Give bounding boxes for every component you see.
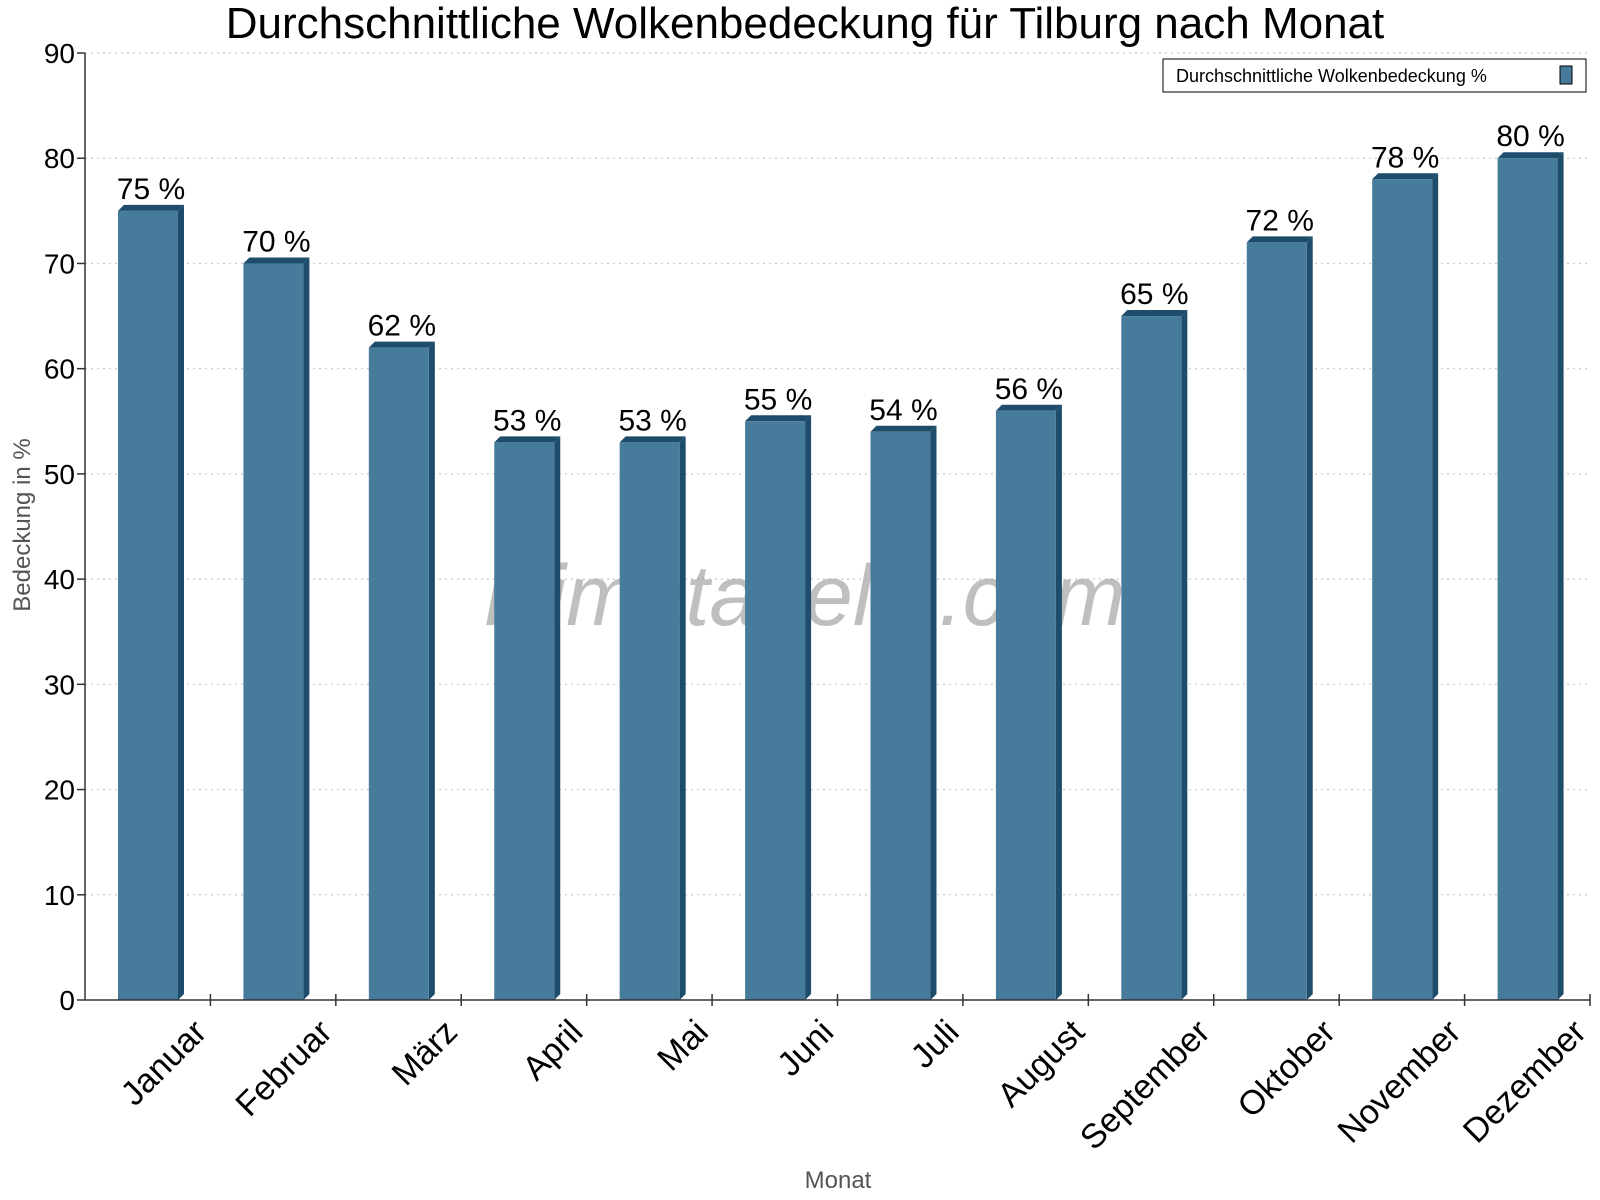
bar-front bbox=[870, 431, 931, 1000]
axes bbox=[77, 52, 1591, 1006]
x-tick-label: April bbox=[515, 1013, 590, 1088]
x-tick-label: Dezember bbox=[1456, 1013, 1594, 1151]
bar-front bbox=[494, 442, 555, 1000]
x-tick-label: Januar bbox=[114, 1013, 214, 1113]
bar bbox=[619, 436, 686, 1000]
y-axis-label: Bedeckung in % bbox=[9, 438, 36, 611]
bar-top bbox=[368, 341, 435, 348]
bar-side bbox=[805, 415, 812, 1000]
bar bbox=[494, 436, 561, 1000]
bar-top bbox=[494, 436, 561, 443]
bar-front bbox=[1121, 316, 1182, 1000]
legend-box bbox=[1162, 58, 1587, 93]
bar-side bbox=[1181, 310, 1188, 1000]
x-tick-label: August bbox=[990, 1012, 1092, 1114]
bars bbox=[118, 152, 1564, 1001]
y-tick-label: 10 bbox=[44, 880, 75, 911]
bar-top bbox=[243, 257, 310, 264]
bar-value-label: 54 % bbox=[869, 394, 937, 427]
bar-top bbox=[1372, 173, 1439, 180]
bar bbox=[1246, 236, 1313, 1000]
bar bbox=[870, 425, 937, 1000]
bar bbox=[368, 341, 435, 1001]
bar-side bbox=[679, 436, 686, 1000]
bar-top bbox=[1121, 310, 1188, 317]
bar-value-label: 75 % bbox=[117, 173, 185, 206]
bar-top bbox=[619, 436, 686, 443]
bar-side bbox=[1055, 404, 1062, 1000]
bar-top bbox=[995, 404, 1062, 411]
x-tick-label: Oktober bbox=[1230, 1013, 1342, 1125]
y-tick-label: 30 bbox=[44, 669, 75, 700]
y-tick-label: 20 bbox=[44, 775, 75, 806]
bar-top bbox=[1497, 152, 1564, 159]
bar-value-label: 55 % bbox=[744, 383, 812, 416]
x-tick-label: Mai bbox=[650, 1013, 716, 1079]
bar-front bbox=[1246, 242, 1307, 1000]
bar-value-label: 53 % bbox=[618, 404, 686, 437]
bar-side bbox=[930, 425, 937, 1000]
bar-top bbox=[1246, 236, 1313, 243]
x-axis-label: Monat bbox=[805, 1167, 872, 1194]
legend-label: Durchschnittliche Wolkenbedeckung % bbox=[1176, 66, 1487, 86]
bar-side bbox=[554, 436, 561, 1000]
x-tick-label: Juli bbox=[904, 1013, 967, 1076]
bar-value-labels: 75 % 70 % 62 % 53 % 53 % 55 % 54 % 56 % 65 % 72 %… bbox=[117, 120, 1565, 437]
y-tick-label: 40 bbox=[44, 564, 75, 595]
bar-top bbox=[118, 204, 184, 211]
bar-side bbox=[1557, 152, 1564, 1000]
bar-front bbox=[1497, 158, 1558, 1000]
bar bbox=[1121, 310, 1188, 1000]
bar bbox=[995, 404, 1062, 1000]
chart-title: Durchschnittliche Wolkenbedeckung für Ti… bbox=[226, 0, 1384, 48]
bar-side bbox=[303, 257, 310, 1000]
bar-value-label: 78 % bbox=[1371, 141, 1439, 174]
y-tick-labels: 0 10 20 30 40 50 60 70 80 90 bbox=[44, 38, 75, 1016]
bar bbox=[118, 204, 184, 1001]
x-tick-label: September bbox=[1073, 1013, 1217, 1157]
x-tick-label: Februar bbox=[228, 1013, 339, 1124]
bar-value-label: 62 % bbox=[368, 310, 436, 343]
bar-top bbox=[870, 425, 937, 432]
bar-value-label: 72 % bbox=[1246, 204, 1314, 237]
bar-front bbox=[243, 263, 304, 1000]
x-tick-label: Juni bbox=[770, 1013, 841, 1084]
bar-value-label: 80 % bbox=[1496, 120, 1564, 153]
x-tick-labels: Januar Februar März April Mai Juni Juli AugustS… bbox=[114, 1012, 1594, 1157]
y-tick-label: 50 bbox=[44, 459, 75, 490]
bar-front bbox=[745, 421, 806, 1000]
bar-side bbox=[1306, 236, 1313, 1000]
bar-front bbox=[118, 210, 178, 1001]
y-tick-label: 0 bbox=[59, 985, 75, 1016]
bar-front bbox=[368, 347, 429, 1001]
bar bbox=[1497, 152, 1564, 1000]
bar-front bbox=[1372, 179, 1433, 1000]
legend: Durchschnittliche Wolkenbedeckung % bbox=[1162, 58, 1587, 93]
bar-value-label: 65 % bbox=[1120, 278, 1188, 311]
bar-front bbox=[619, 442, 680, 1000]
bar-value-label: 53 % bbox=[493, 404, 561, 437]
y-tick-label: 60 bbox=[44, 354, 75, 385]
bar bbox=[745, 415, 812, 1000]
bar-side bbox=[178, 204, 184, 1001]
y-tick-label: 80 bbox=[44, 143, 75, 174]
y-tick-label: 90 bbox=[44, 38, 75, 69]
legend-swatch bbox=[1559, 65, 1573, 85]
bar-side bbox=[428, 341, 435, 1001]
bar-side bbox=[1432, 173, 1439, 1000]
x-tick-label: März bbox=[385, 1013, 465, 1093]
x-tick-label: November bbox=[1330, 1013, 1468, 1151]
bar-top bbox=[745, 415, 812, 422]
y-tick-label: 70 bbox=[44, 248, 75, 279]
bar-value-label: 56 % bbox=[995, 373, 1063, 406]
bar bbox=[243, 257, 310, 1000]
bar bbox=[1372, 173, 1439, 1000]
bar-value-label: 70 % bbox=[242, 225, 310, 258]
bar-front bbox=[995, 410, 1056, 1000]
grid-lines bbox=[85, 52, 1590, 896]
